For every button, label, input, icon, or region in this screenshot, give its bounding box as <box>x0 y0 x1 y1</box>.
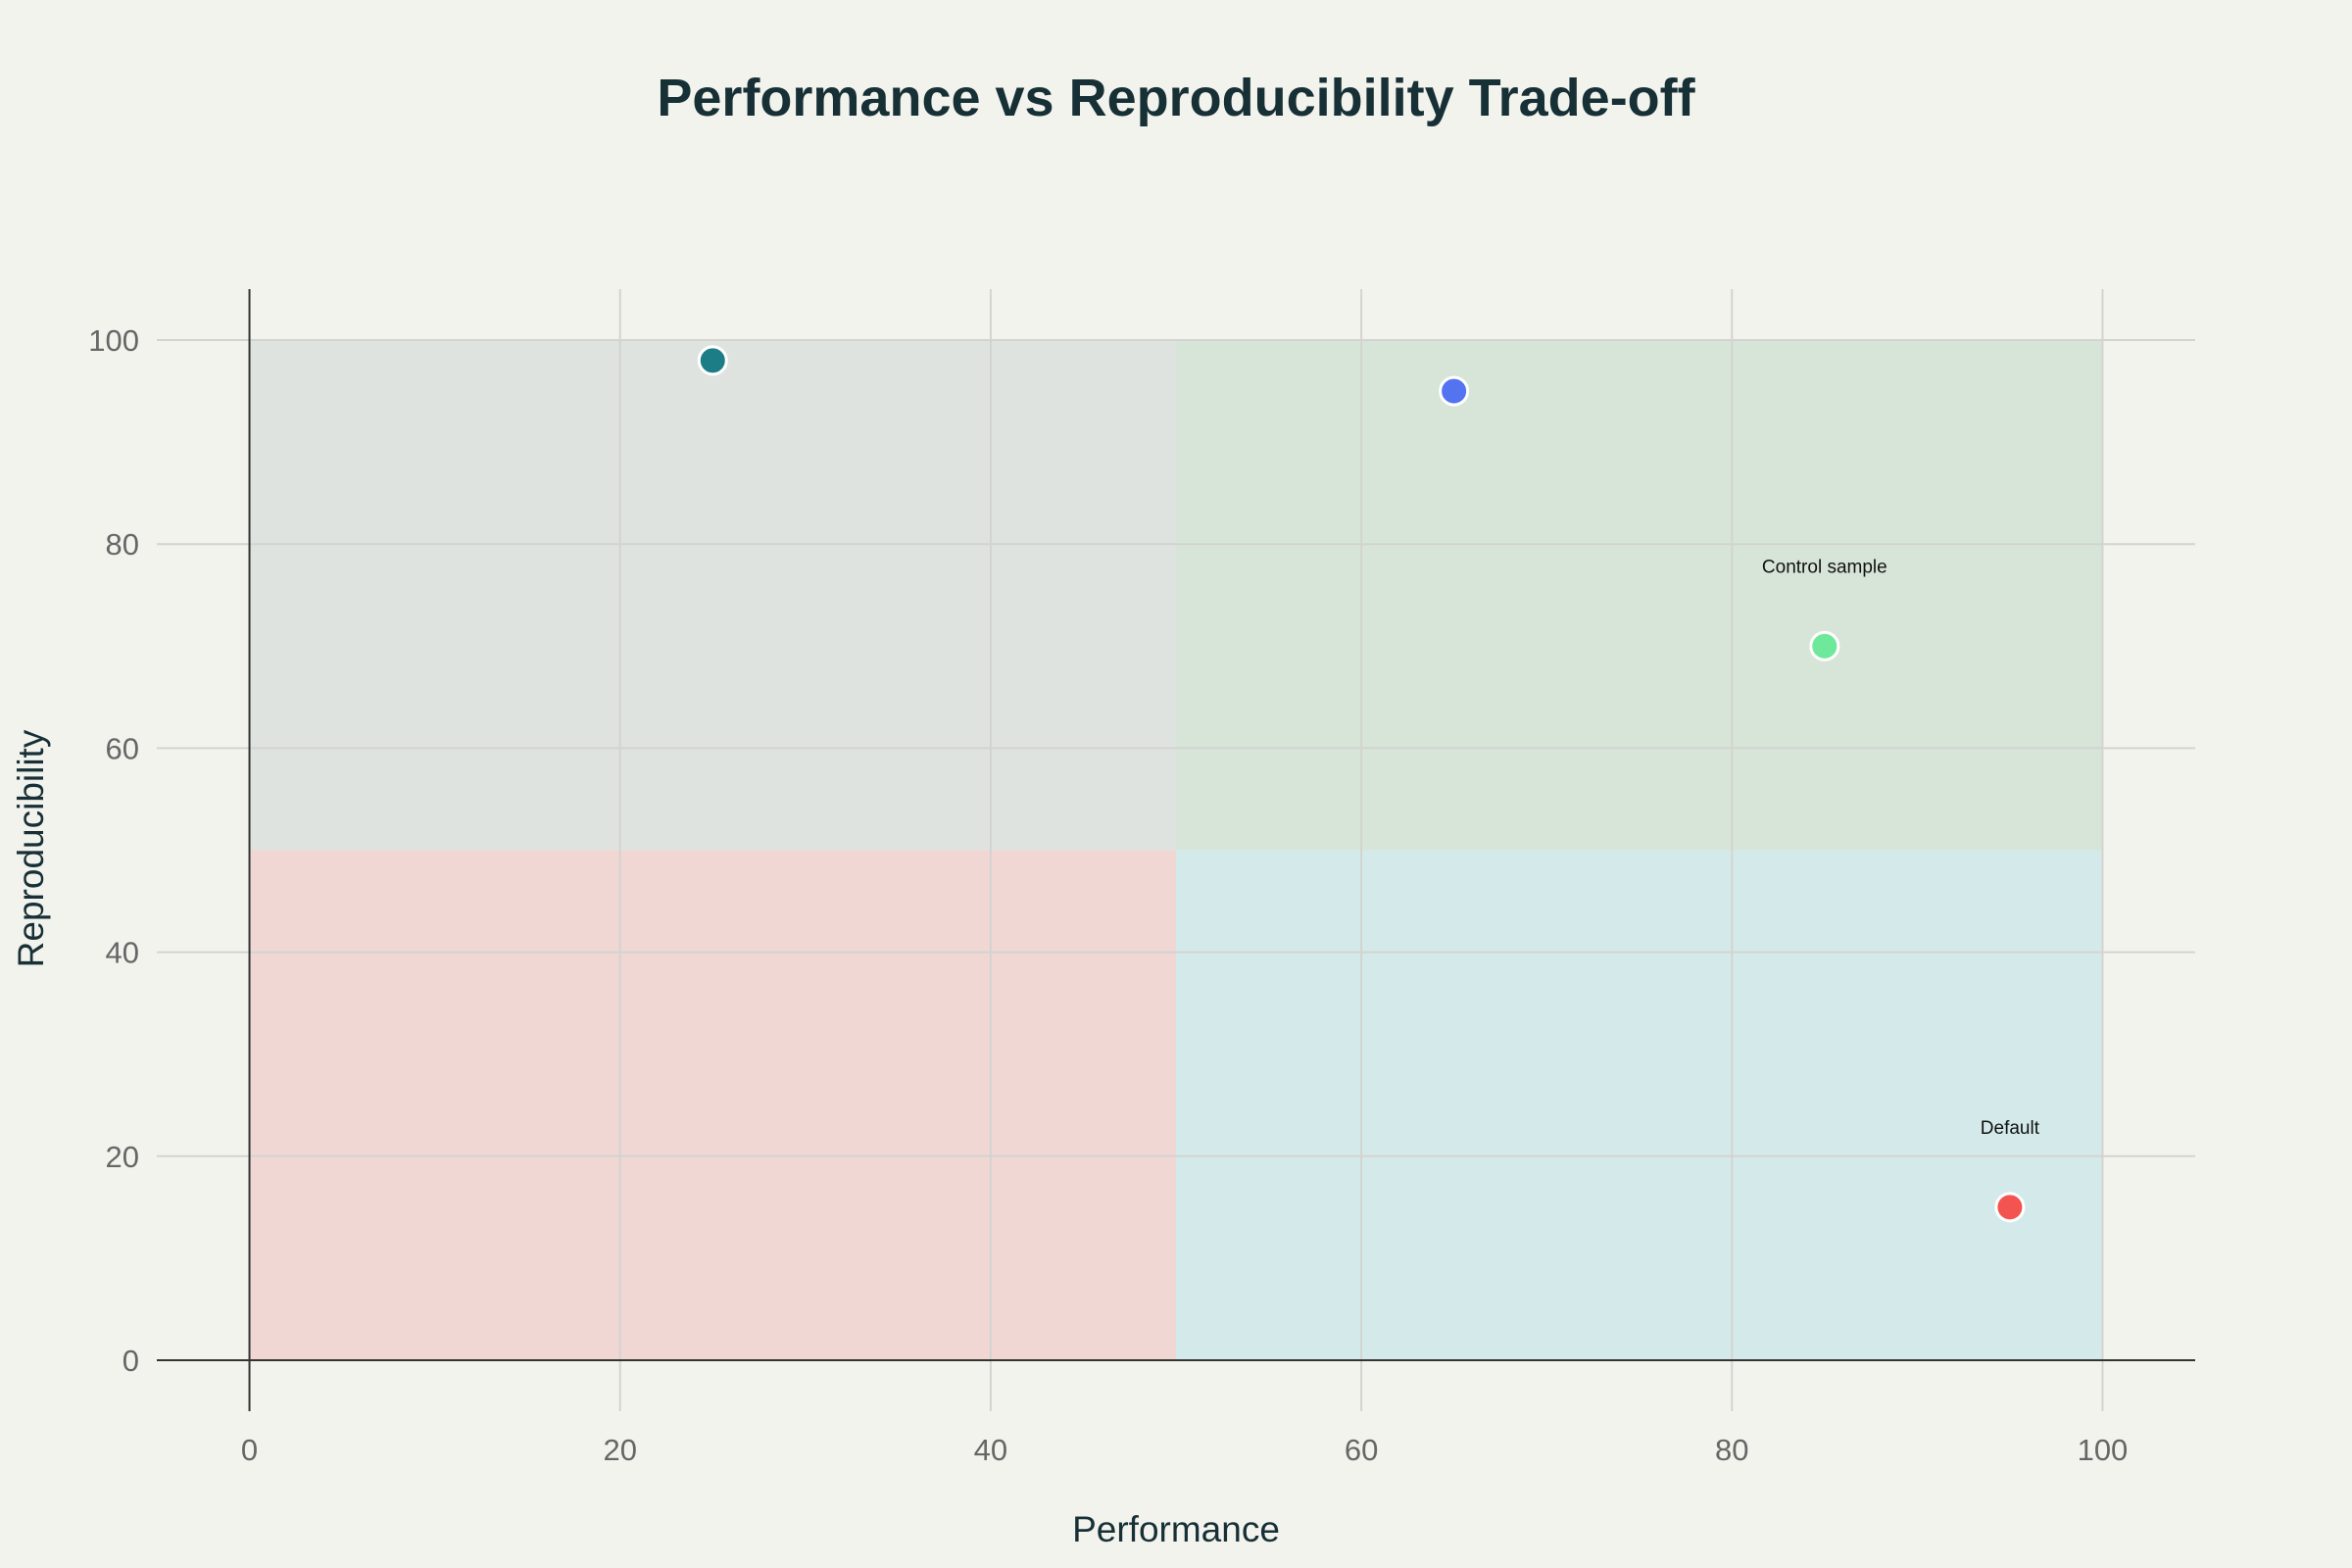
gridlines <box>157 289 2195 1411</box>
y-tick-label: 0 <box>122 1344 139 1378</box>
x-tick-labels: 0 20 40 60 80 100 <box>241 1433 2128 1467</box>
x-tick-label: 20 <box>603 1433 636 1467</box>
quadrant-region-1 <box>1176 340 2103 851</box>
y-tick-labels: 0 20 40 60 80 100 <box>88 323 139 1378</box>
x-axis-title: Performance <box>1072 1509 1280 1549</box>
data-point-2 <box>1809 630 1840 662</box>
x-tick-label: 60 <box>1345 1433 1378 1467</box>
point-annotation-2: Control sample <box>1762 557 1887 577</box>
y-axis-title: Reproducibility <box>11 729 51 967</box>
y-tick-label: 40 <box>106 936 139 970</box>
data-point-1 <box>1439 375 1470 407</box>
chart-title: Performance vs Reproducibility Trade-off <box>657 69 1695 127</box>
quadrant-region-2 <box>249 850 1176 1360</box>
point-annotation-3: Default <box>1981 1118 2040 1139</box>
y-tick-label: 20 <box>106 1140 139 1174</box>
data-point-0 <box>697 345 728 376</box>
y-tick-label: 80 <box>106 527 139 562</box>
y-tick-label: 100 <box>88 323 139 358</box>
quadrant-region-0 <box>249 340 1176 851</box>
quadrant-region-3 <box>1176 850 2103 1360</box>
point-annotations: Control sample Default <box>1762 557 2040 1139</box>
x-tick-label: 80 <box>1715 1433 1748 1467</box>
y-tick-label: 60 <box>106 731 139 765</box>
data-point-3 <box>1994 1192 2026 1223</box>
x-tick-label: 40 <box>974 1433 1007 1467</box>
x-tick-label: 100 <box>2078 1433 2129 1467</box>
x-tick-label: 0 <box>241 1433 258 1467</box>
quadrant-regions <box>249 340 2103 1360</box>
data-points <box>697 345 2026 1223</box>
axes <box>157 289 2195 1411</box>
